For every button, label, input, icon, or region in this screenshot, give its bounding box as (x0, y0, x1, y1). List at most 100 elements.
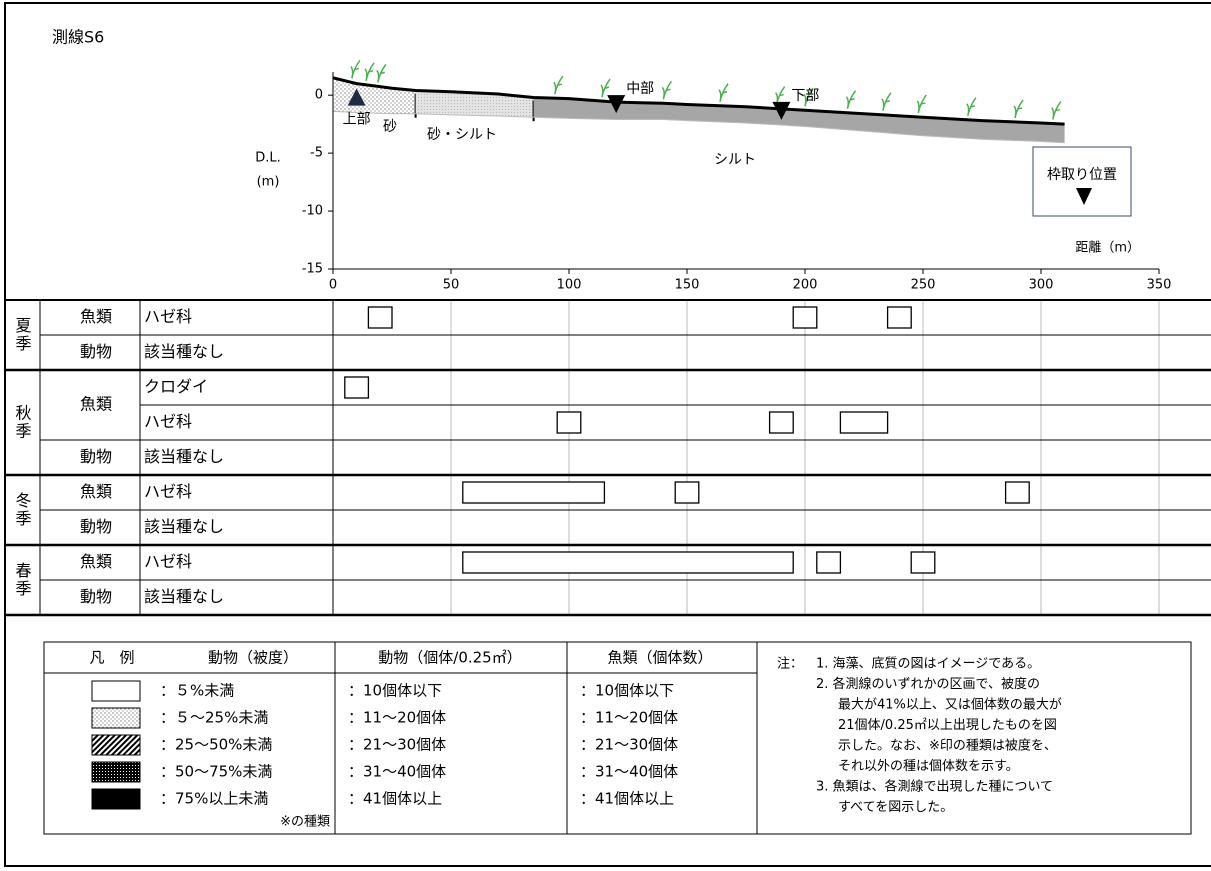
notes-label: 注： (777, 657, 803, 672)
key-box (1032, 146, 1132, 217)
seagrass (600, 78, 611, 98)
group-label: 動物 (80, 342, 112, 361)
substrate-label: 砂 (383, 119, 397, 135)
station-label: 上部 (343, 112, 371, 128)
legend-text: ：25～50%未満 (160, 736, 272, 754)
note-line: 21個体/0.25㎡以上出現したものを図 (838, 718, 1057, 733)
surface-line (332, 76, 1065, 126)
x-tick-label: 250 (911, 278, 936, 293)
seagrass (845, 90, 857, 109)
seagrass (1013, 99, 1024, 119)
note-line: 最大が41%以上、又は個体数の最大が (838, 698, 1062, 713)
seagrass (803, 87, 814, 107)
note-line: それ以外の種は個体数を示す。 (838, 758, 1019, 774)
group-label: 魚類 (80, 307, 112, 326)
legend-header: 魚類（個体数） (607, 649, 712, 667)
seagrass (881, 92, 892, 112)
legend-text: ：11～20個体 (580, 709, 678, 727)
note-line: 2. 各測線のいずれかの区画で、被度の (816, 676, 1040, 692)
seagrass (916, 94, 927, 114)
x-tick-label: 50 (443, 278, 460, 293)
legend-text: ：75%以上未満 (160, 790, 268, 808)
x-label: 距離（m） (1075, 241, 1140, 256)
occurrence-cell (792, 306, 818, 329)
seagrass (661, 80, 673, 100)
seagrass (966, 97, 977, 117)
species-label: ハゼ科 (144, 552, 192, 571)
group-label: 動物 (80, 587, 112, 606)
group-label: 魚類 (80, 482, 112, 501)
seagrass (350, 59, 361, 79)
x-tick-label: 100 (557, 278, 582, 293)
y-label: (m) (257, 175, 280, 190)
species-label: クロダイ (144, 377, 208, 396)
substrate-label: シルト (714, 152, 756, 168)
y-tick-label: 0 (315, 88, 323, 103)
season-label: 夏季 (13, 317, 32, 353)
x-tick-label: 350 (1147, 278, 1172, 293)
legend-text: ：11～20個体 (348, 709, 446, 727)
legend-text: ：５～25%未満 (160, 709, 268, 727)
group-label: 動物 (80, 447, 112, 466)
species-label: ハゼ科 (144, 307, 192, 326)
y-tick-label: -5 (310, 146, 323, 161)
species-label: 該当種なし (144, 517, 224, 536)
y-tick-label: -15 (302, 262, 323, 277)
occurrence-cell (1004, 481, 1030, 504)
note-line: 示した。なお、※印の種類は被度を、 (838, 738, 1057, 754)
season-label: 冬季 (13, 492, 32, 528)
group-label: 動物 (80, 517, 112, 536)
species-label: ハゼ科 (144, 482, 192, 501)
legend-header: 動物（被度） (208, 649, 298, 667)
legend-box (43, 641, 1192, 835)
y-label: D.L. (255, 151, 281, 166)
key-label: 枠取り位置 (1047, 167, 1117, 183)
note-line: 1. 海藻、底質の図はイメージである。 (816, 656, 1040, 672)
y-tick-label: -10 (302, 204, 323, 219)
occurrence-cell (910, 551, 936, 574)
legend-swatch (91, 707, 141, 729)
legend-text: ：10個体以下 (348, 682, 442, 700)
legend-text: ：41個体以上 (580, 790, 674, 808)
substrate (533, 97, 1065, 143)
legend (43, 641, 1192, 835)
x-tick-label: 200 (793, 278, 818, 293)
seagrass (1051, 101, 1062, 120)
x-tick-label: 300 (1029, 278, 1054, 293)
occurrence-cell (462, 481, 606, 504)
substrate (333, 77, 416, 114)
note-line: すべてを図示した。 (838, 800, 953, 815)
legend-swatch (91, 761, 141, 783)
station-label: 下部 (791, 88, 819, 104)
legend-header: 動物（個体/0.25㎡） (378, 649, 521, 667)
legend-text: ：５%未満 (160, 682, 234, 700)
seagrass (718, 83, 729, 102)
station-marker (347, 88, 366, 106)
species-label: 該当種なし (144, 587, 224, 606)
legend-text: ：31～40個体 (348, 763, 446, 781)
title: 測線S6 (52, 28, 104, 47)
legend-text: ：41個体以上 (348, 790, 442, 808)
station-label: 中部 (626, 81, 654, 97)
substrate (415, 90, 534, 118)
legend-text: ：31～40個体 (580, 763, 678, 781)
x-tick-label: 150 (675, 278, 700, 293)
seagrass (364, 62, 375, 82)
bottom-line (332, 110, 1065, 144)
group-label: 魚類 (80, 552, 112, 571)
legend-note: ※の種類 (280, 814, 330, 830)
legend-text: ：50～75%未満 (160, 763, 272, 781)
legend-text: ：21～30個体 (580, 736, 678, 754)
occurrence-cell (886, 306, 912, 329)
seagrass (553, 75, 564, 95)
group-label: 魚類 (80, 395, 112, 414)
legend-swatch (91, 788, 141, 810)
occurrence-cell (344, 376, 370, 399)
species-label: ハゼ科 (144, 412, 192, 431)
occurrence-cell (674, 481, 700, 504)
occurrence-cell (816, 551, 842, 574)
station-marker (772, 101, 791, 120)
legend-swatch (91, 734, 141, 756)
